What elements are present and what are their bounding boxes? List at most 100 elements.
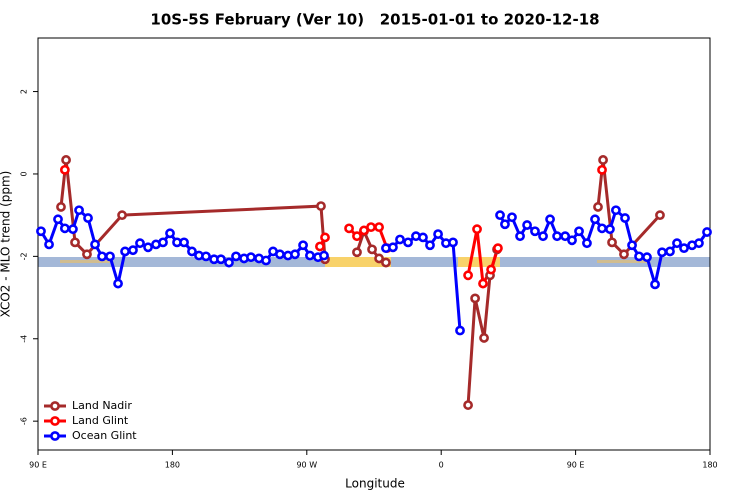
point <box>261 255 271 266</box>
point <box>120 246 130 257</box>
point <box>672 238 682 249</box>
y-tick-label: 0 <box>20 171 29 176</box>
point <box>90 239 100 250</box>
point <box>128 245 138 256</box>
point <box>455 325 465 336</box>
point <box>634 251 644 262</box>
point <box>352 231 362 242</box>
point <box>70 237 80 248</box>
point <box>500 219 510 230</box>
point <box>113 278 123 289</box>
x-tick-label: 90 E <box>29 461 47 470</box>
point <box>627 240 637 251</box>
point <box>425 240 435 251</box>
point <box>83 213 93 223</box>
point <box>298 240 308 251</box>
point <box>418 232 428 243</box>
point <box>486 264 496 275</box>
point <box>433 229 443 240</box>
point <box>105 251 115 262</box>
point <box>216 254 226 265</box>
point <box>611 205 621 216</box>
land-band <box>60 260 110 263</box>
point <box>515 231 525 242</box>
point <box>367 244 377 255</box>
point <box>165 228 175 239</box>
point <box>381 257 391 268</box>
point <box>597 164 607 175</box>
point <box>552 231 562 242</box>
point <box>694 238 704 249</box>
point <box>650 279 660 290</box>
point <box>82 249 92 260</box>
point <box>344 223 354 234</box>
point <box>61 155 71 165</box>
point <box>56 202 66 212</box>
point <box>68 224 78 235</box>
point <box>702 227 712 237</box>
y-axis-label: XCO2 - MLO trend (ppm) <box>0 171 13 318</box>
point <box>374 222 384 233</box>
point <box>463 270 473 281</box>
point <box>495 210 505 221</box>
plot-frame <box>37 37 711 451</box>
x-axis-label: Longitude <box>345 477 405 491</box>
point <box>388 242 398 253</box>
point <box>352 247 362 258</box>
point <box>567 235 577 246</box>
legend-label: Land Glint <box>72 414 129 427</box>
point <box>582 238 592 249</box>
point <box>53 214 63 225</box>
point <box>620 213 630 223</box>
point <box>179 237 189 248</box>
point <box>597 223 607 234</box>
point <box>36 226 46 237</box>
point <box>44 239 54 250</box>
point <box>305 250 315 261</box>
point <box>117 210 127 221</box>
point <box>593 202 603 212</box>
point <box>97 251 107 262</box>
point <box>560 231 571 242</box>
x-tick-label: 90 E <box>567 461 585 470</box>
point <box>590 214 600 225</box>
point <box>187 246 197 257</box>
point <box>290 249 300 260</box>
point <box>275 249 285 260</box>
point <box>59 164 70 175</box>
point <box>538 231 548 242</box>
point <box>545 214 555 225</box>
legend-marker <box>50 401 60 411</box>
point <box>598 155 608 165</box>
point <box>642 252 652 263</box>
y-tick-label: 2 <box>20 89 29 94</box>
point <box>374 253 384 264</box>
point <box>679 243 689 254</box>
point <box>320 232 330 243</box>
point <box>246 252 256 263</box>
point <box>472 224 482 235</box>
point <box>470 293 480 304</box>
point <box>479 333 489 343</box>
point <box>657 247 667 258</box>
y-tick-label: -2 <box>20 252 29 260</box>
y-tick-label: -6 <box>20 417 29 425</box>
point <box>655 210 665 221</box>
x-tick-label: 180 <box>165 461 180 470</box>
point <box>224 257 234 268</box>
point <box>395 234 405 245</box>
point <box>448 237 458 248</box>
land-band <box>325 257 391 267</box>
point <box>135 238 145 249</box>
point <box>522 220 532 230</box>
point <box>143 242 153 253</box>
y-tick-label: -4 <box>20 335 29 343</box>
series-line <box>59 159 662 406</box>
point <box>403 237 413 248</box>
point <box>201 251 211 262</box>
point <box>665 246 675 257</box>
point <box>530 226 540 237</box>
point <box>74 205 84 216</box>
point <box>319 250 329 261</box>
